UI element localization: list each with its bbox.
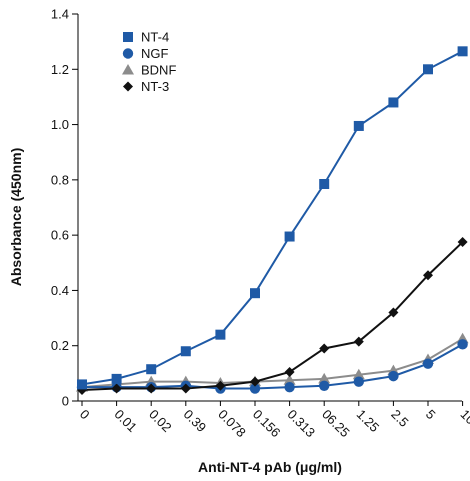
x-tick-label: 5 bbox=[423, 407, 439, 423]
y-tick-label: 0 bbox=[62, 394, 69, 409]
data-point-nt-4 bbox=[388, 97, 399, 108]
data-point-nt-4 bbox=[319, 179, 330, 190]
data-point-bdnf bbox=[318, 372, 331, 384]
series-nt-3 bbox=[77, 237, 468, 395]
data-point-nt-3 bbox=[319, 343, 330, 354]
legend-marker-nt-3 bbox=[123, 81, 133, 92]
x-tick-label: 0.078 bbox=[215, 407, 249, 441]
legend-label-nt-3: NT-3 bbox=[141, 79, 169, 94]
y-tick-label: 1.0 bbox=[51, 117, 69, 132]
data-point-bdnf bbox=[283, 374, 296, 385]
legend-label-ngf: NGF bbox=[141, 46, 169, 61]
data-point-ngf bbox=[284, 381, 295, 393]
data-point-nt-3 bbox=[353, 336, 364, 347]
x-tick-label: 2.5 bbox=[388, 407, 411, 430]
y-tick-label: 0.4 bbox=[51, 283, 69, 298]
data-point-nt-4 bbox=[215, 329, 226, 340]
series-bdnf bbox=[76, 332, 469, 392]
x-tick-label: 0.156 bbox=[250, 407, 284, 441]
y-tick-label: 0.2 bbox=[51, 338, 69, 353]
series-nt-4 bbox=[77, 46, 468, 390]
data-point-nt-4 bbox=[77, 379, 87, 390]
data-point-nt-3 bbox=[284, 366, 295, 377]
x-ticks: 0 0.01 0.02 0.39 0.078 0.156 0.313 06.25 1.25 2.5… bbox=[77, 401, 470, 440]
data-point-ngf bbox=[388, 370, 399, 382]
series-line-nt-3 bbox=[81, 241, 464, 391]
data-point-nt-4 bbox=[250, 288, 260, 299]
y-tick-label: 0.8 bbox=[51, 172, 69, 187]
x-axis-title: Anti-NT-4 pAb (μg/ml) bbox=[198, 459, 342, 475]
x-tick-label: 0.313 bbox=[284, 407, 318, 441]
legend-marker-ngf bbox=[122, 48, 134, 59]
data-point-nt-3 bbox=[215, 380, 226, 391]
data-point-ngf bbox=[457, 339, 468, 350]
x-tick-label: 0.01 bbox=[111, 407, 140, 436]
y-tick-label: 1.2 bbox=[51, 62, 69, 77]
data-point-nt-3 bbox=[250, 376, 260, 387]
data-point-nt-4 bbox=[284, 231, 295, 242]
data-point-nt-4 bbox=[111, 373, 122, 384]
legend-label-bdnf: BDNF bbox=[141, 63, 176, 78]
x-tick-label: 0 bbox=[77, 407, 93, 423]
x-tick-label: 0.39 bbox=[181, 407, 210, 436]
legend-label-nt-4: NT-4 bbox=[141, 30, 169, 45]
data-point-nt-4 bbox=[146, 364, 157, 375]
data-point-nt-4 bbox=[180, 346, 191, 357]
data-point-ngf bbox=[319, 380, 330, 391]
x-tick-label: 10 bbox=[457, 407, 470, 428]
data-point-bdnf bbox=[352, 368, 365, 380]
series-line-nt-4 bbox=[81, 50, 464, 386]
data-point-nt-4 bbox=[423, 64, 433, 75]
legend-marker-bdnf bbox=[122, 64, 134, 75]
series-line-ngf bbox=[82, 343, 464, 390]
x-tick-label: 1.25 bbox=[354, 407, 383, 436]
data-point-nt-3 bbox=[146, 383, 157, 394]
data-point-ngf bbox=[249, 383, 261, 394]
y-axis-title: Absorbance (450nm) bbox=[8, 148, 24, 286]
x-tick-label: 0.02 bbox=[146, 407, 175, 436]
series-layer bbox=[76, 46, 469, 395]
data-point-nt-3 bbox=[423, 270, 433, 281]
data-point-nt-3 bbox=[457, 237, 468, 248]
data-point-nt-4 bbox=[353, 120, 364, 131]
data-point-nt-3 bbox=[180, 383, 191, 394]
data-point-ngf bbox=[353, 376, 364, 387]
data-point-nt-4 bbox=[457, 46, 468, 57]
series-line-bdnf bbox=[81, 337, 464, 389]
y-ticks: 0 0.2 0.4 0.6 0.8 1.0 1.2 1.4 bbox=[51, 7, 78, 409]
data-point-nt-3 bbox=[388, 307, 399, 318]
data-point-nt-3 bbox=[111, 383, 122, 394]
y-tick-label: 1.4 bbox=[51, 7, 69, 22]
data-point-ngf bbox=[422, 358, 434, 369]
y-tick-label: 0.6 bbox=[51, 228, 69, 243]
legend-marker-nt-4 bbox=[123, 32, 133, 42]
x-tick-label: 06.25 bbox=[319, 407, 353, 441]
